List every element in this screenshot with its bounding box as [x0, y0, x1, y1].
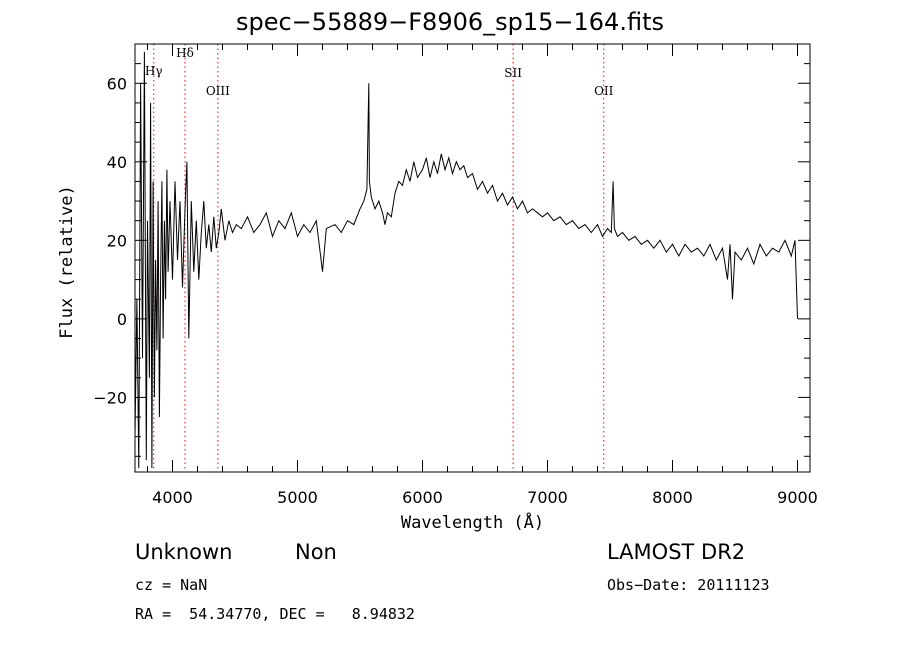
x-tick-label: 9000	[777, 488, 818, 507]
y-tick-label: 20	[107, 231, 127, 250]
spectral-line-label: OIII	[206, 84, 230, 98]
spectral-line-label: Hδ	[176, 46, 194, 60]
spectral-line-label: Hγ	[145, 64, 163, 78]
object-class-label: Unknown	[135, 540, 233, 564]
cz-label: cz = NaN	[135, 576, 208, 594]
survey-label: LAMOST DR2	[607, 540, 746, 564]
x-tick-label: 8000	[652, 488, 693, 507]
obs-date-label: Obs−Date: 20111123	[607, 576, 770, 594]
x-tick-label: 6000	[402, 488, 443, 507]
spectral-line-label: SII	[504, 66, 522, 80]
y-tick-label: 60	[107, 74, 127, 93]
x-tick-label: 7000	[527, 488, 568, 507]
x-tick-label: 4000	[152, 488, 193, 507]
x-axis-title: Wavelength (Å)	[401, 511, 544, 533]
spectrum-line	[134, 51, 798, 469]
y-axis-title: Flux (relative)	[57, 185, 77, 339]
subclass-label: Non	[295, 540, 337, 564]
plot-frame	[134, 43, 811, 473]
y-tick-label: −20	[93, 388, 127, 407]
y-tick-label: 0	[117, 310, 127, 329]
y-tick-label: 40	[107, 153, 127, 172]
x-tick-label: 5000	[277, 488, 318, 507]
coordinates-label: RA = 54.34770, DEC = 8.94832	[135, 605, 415, 623]
spectral-line-label: OII	[594, 84, 614, 98]
chart-title: spec−55889−F8906_sp15−164.fits	[235, 8, 664, 36]
